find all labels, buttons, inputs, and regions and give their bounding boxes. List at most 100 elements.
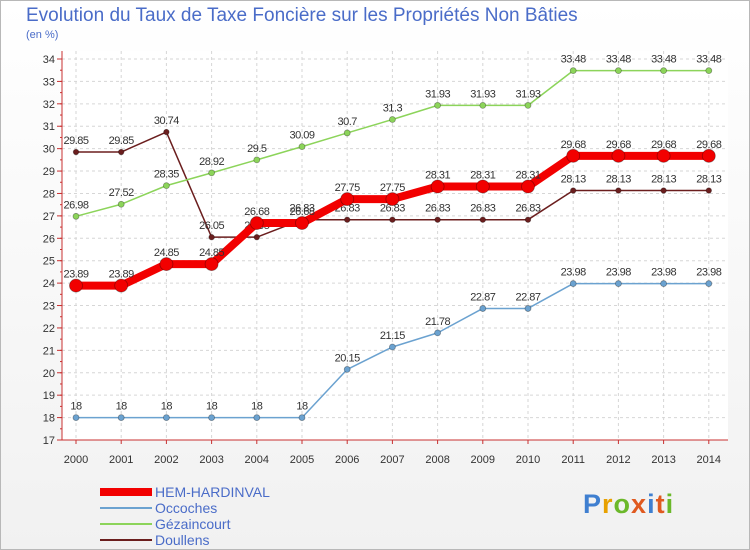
data-label: 22.87 bbox=[515, 291, 540, 303]
x-tick-label: 2011 bbox=[561, 454, 585, 466]
data-point bbox=[162, 414, 170, 421]
data-point bbox=[615, 280, 622, 287]
data-label: 29.85 bbox=[109, 135, 134, 147]
data-point bbox=[343, 129, 351, 137]
plot-area bbox=[62, 51, 728, 440]
legend-swatch bbox=[100, 507, 152, 509]
data-label: 29.85 bbox=[63, 135, 88, 147]
legend-label: Occoches bbox=[155, 500, 218, 516]
x-tick-label: 2005 bbox=[290, 454, 314, 466]
data-label: 33.48 bbox=[561, 54, 586, 66]
data-label: 28.13 bbox=[561, 174, 586, 186]
data-point bbox=[114, 278, 129, 293]
data-point bbox=[569, 280, 577, 287]
data-label: 29.5 bbox=[247, 143, 267, 155]
logo-letter: o bbox=[613, 489, 632, 519]
x-tick-label: 2008 bbox=[425, 454, 449, 466]
data-point bbox=[479, 216, 486, 223]
data-label: 30.09 bbox=[289, 130, 314, 142]
data-point bbox=[434, 101, 442, 109]
data-label: 29.68 bbox=[651, 139, 676, 151]
data-label: 18 bbox=[161, 401, 173, 413]
data-label: 30.74 bbox=[154, 115, 179, 127]
logo-letter: x bbox=[631, 489, 648, 519]
logo-letter: r bbox=[602, 489, 614, 519]
data-label: 31.93 bbox=[425, 88, 450, 100]
data-point bbox=[434, 329, 442, 337]
data-label: 24.85 bbox=[154, 247, 179, 259]
data-point bbox=[611, 148, 626, 163]
data-point bbox=[249, 216, 264, 230]
logo-letter: i bbox=[647, 489, 656, 519]
data-point bbox=[298, 143, 306, 151]
series-occoches: 18 18 18 18 18 18 20.15 21.15 21.78 22.87 22.87 23.… bbox=[70, 267, 722, 421]
data-point bbox=[660, 187, 667, 194]
y-tick-label: 29 bbox=[43, 166, 55, 178]
legend-swatch bbox=[100, 523, 152, 525]
data-point bbox=[159, 257, 174, 271]
y-tick-label: 27 bbox=[43, 211, 55, 223]
data-label: 22.87 bbox=[470, 291, 495, 303]
data-label: 28.31 bbox=[470, 170, 495, 182]
data-label: 20.15 bbox=[335, 352, 360, 364]
chart-unit-label: (en %) bbox=[26, 29, 59, 41]
data-point bbox=[72, 414, 80, 421]
x-tick-label: 2002 bbox=[154, 454, 178, 466]
data-label: 27.75 bbox=[380, 182, 405, 194]
data-point bbox=[343, 366, 351, 373]
data-label: 26.83 bbox=[380, 203, 405, 215]
data-label: 29.68 bbox=[606, 139, 631, 151]
y-tick-label: 19 bbox=[43, 390, 55, 402]
data-label: 30.7 bbox=[337, 116, 357, 128]
data-point bbox=[475, 179, 490, 194]
data-point bbox=[388, 116, 396, 123]
data-point bbox=[162, 182, 170, 190]
y-tick-label: 24 bbox=[43, 278, 55, 290]
data-point bbox=[524, 305, 532, 312]
data-label: 26.83 bbox=[289, 203, 314, 215]
data-point bbox=[117, 200, 125, 208]
y-tick-label: 26 bbox=[43, 233, 55, 245]
data-point bbox=[660, 67, 667, 75]
y-tick-label: 30 bbox=[43, 144, 55, 156]
data-label: 27.52 bbox=[109, 187, 134, 199]
data-point bbox=[163, 128, 170, 136]
data-point bbox=[385, 192, 400, 206]
data-label: 31.93 bbox=[470, 88, 495, 100]
data-point bbox=[208, 234, 215, 241]
y-tick-label: 32 bbox=[43, 99, 55, 111]
data-point bbox=[389, 216, 396, 223]
y-tick-label: 23 bbox=[43, 301, 55, 313]
x-tick-label: 2004 bbox=[245, 454, 269, 466]
legend-swatch bbox=[100, 488, 152, 496]
y-tick-label: 31 bbox=[43, 121, 55, 133]
data-point bbox=[524, 101, 532, 109]
x-tick-label: 2014 bbox=[697, 454, 721, 466]
data-label: 24.85 bbox=[199, 247, 224, 259]
data-point bbox=[253, 414, 261, 421]
data-label: 28.31 bbox=[425, 170, 450, 182]
y-tick-label: 28 bbox=[43, 188, 55, 200]
y-tick-label: 21 bbox=[43, 345, 55, 357]
x-tick-label: 2013 bbox=[651, 454, 675, 466]
data-point bbox=[72, 212, 80, 220]
y-tick-label: 17 bbox=[43, 435, 55, 447]
data-label: 33.48 bbox=[651, 54, 676, 66]
chart-title: Evolution du Taux de Taxe Foncière sur l… bbox=[26, 5, 578, 26]
data-label: 26.98 bbox=[63, 199, 88, 211]
data-label: 23.89 bbox=[109, 269, 134, 281]
data-point bbox=[118, 148, 125, 156]
data-point bbox=[615, 187, 622, 194]
legend-label: Gézaincourt bbox=[155, 516, 231, 532]
data-label: 26.83 bbox=[470, 203, 495, 215]
data-point bbox=[570, 187, 577, 194]
data-point bbox=[117, 414, 125, 421]
proxiti-logo: Proxiti bbox=[583, 489, 674, 520]
data-point bbox=[208, 169, 216, 177]
series-g-zaincourt: 26.98 27.52 28.35 28.92 29.5 30.09 30.7 31.3 31.… bbox=[63, 54, 722, 220]
data-label: 29.68 bbox=[696, 139, 721, 151]
data-label: 28.31 bbox=[515, 170, 540, 182]
y-tick-label: 18 bbox=[43, 413, 55, 425]
data-point bbox=[705, 280, 713, 287]
data-label: 28.92 bbox=[199, 156, 224, 168]
